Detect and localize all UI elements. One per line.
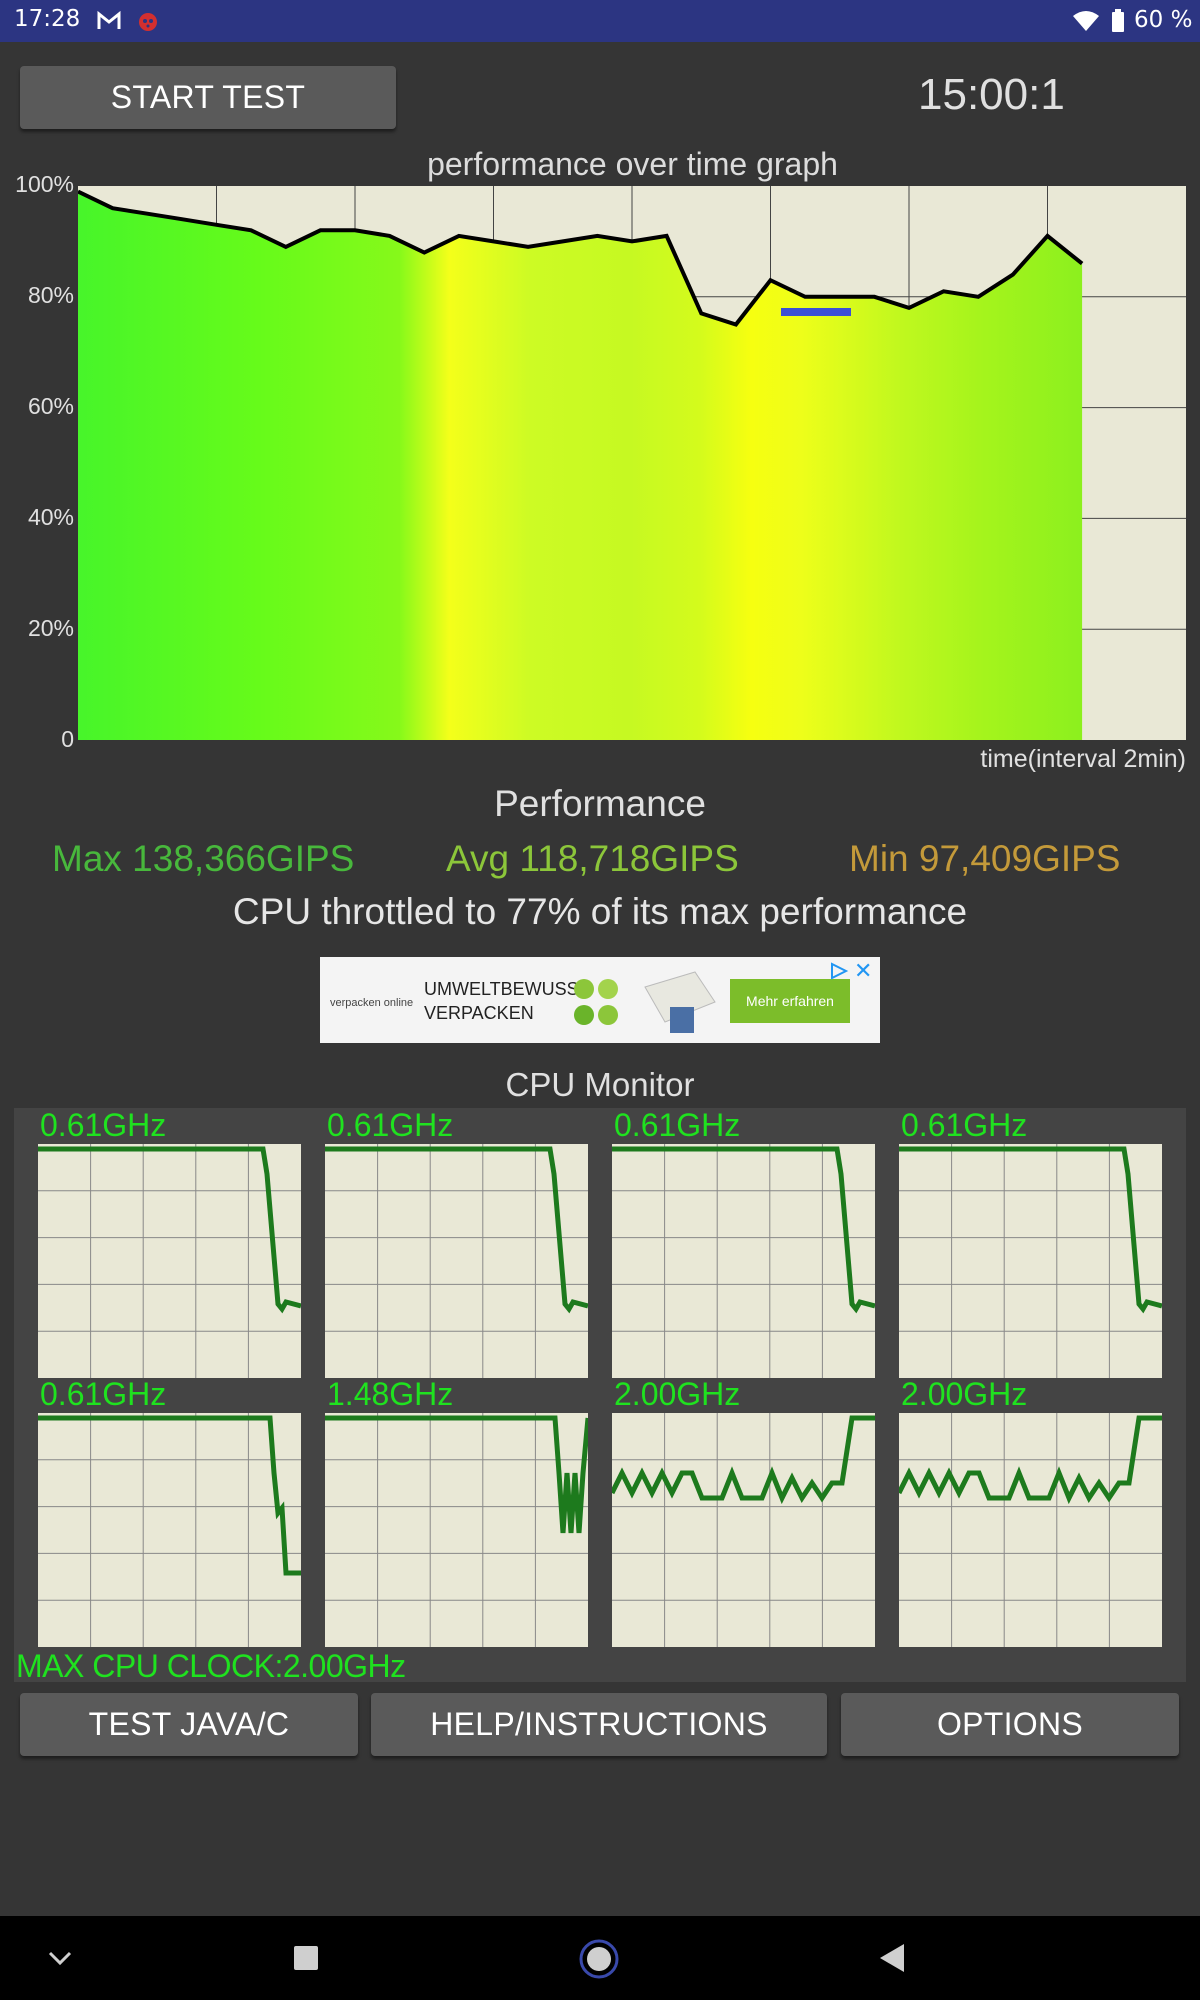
core-graph-bg	[612, 1144, 875, 1378]
adchoices-icon[interactable]	[828, 961, 850, 981]
status-time: 17:28	[14, 6, 81, 32]
core-graph	[38, 1144, 301, 1378]
x-axis-label: time(interval 2min)	[980, 745, 1186, 773]
core-frequency-line	[325, 1415, 588, 1534]
core-graph	[612, 1144, 875, 1378]
core-graph-bg	[325, 1413, 588, 1647]
core-graph-bg	[38, 1144, 301, 1378]
back-icon[interactable]	[878, 1942, 908, 1974]
core-frequency-line	[38, 1415, 301, 1576]
performance-graph	[78, 186, 1186, 740]
home-icon[interactable]	[578, 1938, 620, 1980]
core-frequency: 0.61GHz	[901, 1107, 1028, 1143]
core-graph	[38, 1413, 301, 1647]
avg-stat: Avg 118,718GIPS	[446, 838, 739, 879]
battery-percent: 60 %	[1134, 7, 1193, 33]
core-frequency-line	[612, 1415, 875, 1505]
core-graph-bg	[612, 1413, 875, 1647]
graph-marker	[781, 308, 851, 316]
y-tick-label: 0	[61, 726, 74, 752]
core-graph	[899, 1413, 1162, 1647]
y-tick-label: 40%	[27, 504, 74, 530]
core-graph-bg	[899, 1144, 1162, 1378]
y-tick-label: 20%	[27, 615, 74, 641]
core-frequency-line	[899, 1415, 1162, 1505]
core-graph	[325, 1413, 588, 1647]
status-bar: 17:28 60 %	[0, 0, 1200, 42]
min-stat: Min 97,409GIPS	[849, 838, 1121, 879]
ad-banner[interactable]: verpacken online UMWELTBEWUSST VERPACKEN…	[320, 957, 880, 1043]
cpu-monitor-title: CPU Monitor	[505, 1066, 695, 1103]
core-graph	[899, 1144, 1162, 1378]
start-test-button[interactable]: START TEST	[20, 66, 396, 129]
core-frequency: 2.00GHz	[614, 1376, 741, 1412]
core-frequency: 0.61GHz	[614, 1107, 741, 1143]
chevron-down-icon[interactable]	[46, 1944, 74, 1972]
bug-icon	[139, 13, 157, 31]
recent-apps-icon[interactable]	[292, 1944, 320, 1972]
core-frequency: 0.61GHz	[40, 1376, 167, 1412]
ad-product-image	[644, 971, 716, 1033]
navigation-bar	[0, 1916, 1200, 2000]
ad-headline-1: UMWELTBEWUSST	[424, 979, 590, 999]
performance-area	[78, 191, 1083, 740]
core-frequency: 0.61GHz	[327, 1107, 454, 1143]
performance-title: Performance	[494, 783, 706, 824]
max-stat: Max 138,366GIPS	[52, 838, 355, 879]
core-frequency: 0.61GHz	[40, 1107, 167, 1143]
core-frequency: 1.48GHz	[327, 1376, 454, 1412]
ad-close-icon[interactable]: ✕	[854, 959, 873, 984]
core-frequency-line	[325, 1146, 588, 1314]
core-frequency-line	[38, 1146, 301, 1314]
core-graph-bg	[899, 1413, 1162, 1647]
core-frequency-line	[612, 1146, 875, 1314]
ad-cta-button[interactable]: Mehr erfahren	[730, 979, 850, 1023]
gmail-icon	[97, 10, 121, 29]
wifi-icon	[1073, 11, 1099, 31]
options-button[interactable]: OPTIONS	[841, 1693, 1179, 1756]
y-tick-label: 80%	[27, 282, 74, 308]
ad-leaf-icons	[574, 979, 618, 1025]
battery-icon	[1112, 9, 1124, 32]
performance-line	[78, 189, 1084, 327]
core-graph-bg	[38, 1413, 301, 1647]
timer: 15:00:1	[918, 70, 1065, 119]
core-graph	[612, 1413, 875, 1647]
core-frequency: 2.00GHz	[901, 1376, 1028, 1412]
graph-title: performance over time graph	[427, 146, 838, 182]
y-tick-label: 100%	[15, 171, 74, 197]
throttle-text: CPU throttled to 77% of its max performa…	[232, 891, 968, 932]
ad-logo: verpacken online	[330, 997, 414, 1009]
max-cpu-clock: MAX CPU CLOCK:2.00GHz	[16, 1648, 406, 1684]
test-java-c-button[interactable]: TEST JAVA/C	[20, 1693, 358, 1756]
core-graph-bg	[325, 1144, 588, 1378]
core-graph	[325, 1144, 588, 1378]
core-frequency-line	[899, 1146, 1162, 1314]
ad-headline-2: VERPACKEN	[424, 1003, 534, 1023]
help-instructions-button[interactable]: HELP/INSTRUCTIONS	[371, 1693, 827, 1756]
y-tick-label: 60%	[27, 393, 74, 419]
